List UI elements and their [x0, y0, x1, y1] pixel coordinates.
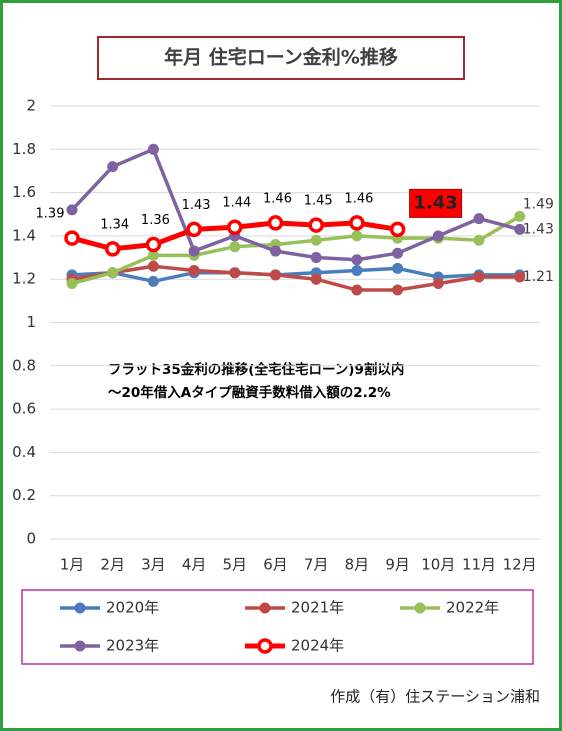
point	[145, 236, 162, 253]
chart-title: 年月 住宅ローン金利%推移	[164, 46, 398, 69]
point	[267, 215, 284, 231]
y-tick-label: 2	[26, 97, 36, 115]
legend-box	[21, 589, 534, 665]
point	[514, 271, 526, 283]
legend-marker	[74, 602, 86, 614]
point	[270, 245, 281, 257]
point	[188, 265, 200, 277]
point	[473, 234, 485, 246]
point	[351, 254, 363, 266]
point	[473, 213, 485, 225]
y-tick-label: 1.8	[12, 140, 36, 158]
point	[270, 269, 281, 281]
point	[349, 215, 365, 231]
point	[147, 143, 159, 155]
data-label: 1.46	[263, 191, 292, 206]
point	[473, 271, 485, 283]
legend-label: 2021年	[291, 599, 344, 617]
legend-marker	[74, 640, 86, 652]
legend-label: 2023年	[106, 637, 159, 655]
data-label: 1.43	[523, 221, 554, 237]
data-label: 1.34	[100, 217, 129, 232]
point	[186, 221, 202, 238]
point	[147, 260, 159, 272]
point	[66, 204, 78, 216]
legend-label: 2020年	[106, 599, 159, 617]
x-tick-label: 3月	[141, 556, 166, 574]
point	[310, 252, 322, 264]
point	[351, 284, 363, 296]
series-line	[71, 214, 521, 286]
credit: 作成（有）住ステーション浦和	[330, 688, 540, 706]
point	[64, 230, 80, 246]
legend-label: 2024年	[291, 637, 344, 655]
highlight-box	[409, 188, 463, 218]
x-tick-label: 12月	[503, 556, 537, 574]
x-tick-label: 1月	[60, 556, 85, 574]
point	[104, 241, 121, 257]
point	[229, 241, 241, 253]
point	[310, 273, 322, 285]
x-tick-label: 7月	[304, 556, 329, 574]
y-tick-label: 1	[26, 313, 36, 331]
x-tick-label: 5月	[223, 556, 248, 574]
point	[351, 265, 363, 277]
y-tick-label: 0	[26, 530, 36, 548]
series-line	[70, 146, 521, 262]
point	[188, 245, 200, 257]
series-line	[71, 266, 520, 284]
point	[147, 275, 159, 287]
x-tick-label: 8月	[345, 556, 370, 574]
legend-marker	[257, 638, 273, 654]
point	[514, 223, 526, 235]
x-tick-label: 11月	[462, 556, 496, 574]
y-tick-label: 0.8	[12, 356, 36, 374]
y-tick-label: 0.6	[12, 400, 36, 418]
data-label: 1.43	[182, 198, 211, 213]
series-line	[71, 264, 520, 292]
point	[227, 219, 243, 235]
x-tick-label: 6月	[263, 556, 288, 574]
point	[107, 267, 119, 279]
y-tick-label: 1.4	[12, 226, 36, 244]
point	[229, 267, 241, 279]
y-tick-label: 1.6	[12, 183, 36, 201]
point	[351, 230, 363, 242]
point	[432, 230, 444, 242]
point	[310, 234, 322, 246]
point	[432, 278, 444, 290]
data-label: 1.45	[304, 194, 333, 209]
legend-label: 2022年	[446, 599, 499, 617]
x-tick-label: 10月	[421, 556, 455, 574]
point	[308, 217, 324, 233]
data-label: 1.36	[141, 213, 170, 228]
point	[66, 278, 78, 290]
point	[392, 262, 404, 274]
data-label: 1.43	[413, 192, 457, 213]
data-label: 1.46	[344, 191, 373, 206]
annotation: フラット35金利の推移(全宅住宅ローン)9割以内	[108, 361, 404, 378]
point	[392, 247, 404, 259]
y-tick-label: 0.2	[12, 486, 36, 504]
y-tick-label: 0.4	[12, 443, 36, 461]
data-label: 1.21	[523, 269, 554, 285]
title-box	[97, 36, 465, 80]
y-tick-label: 1.2	[12, 270, 36, 288]
annotation: ～20年借入Aタイプ融資手数料借入額の2.2%	[108, 384, 391, 401]
point	[389, 221, 406, 238]
legend-marker	[259, 602, 271, 614]
x-tick-label: 2月	[100, 556, 125, 574]
data-label: 1.44	[222, 196, 251, 211]
x-tick-label: 9月	[385, 556, 410, 574]
point	[107, 161, 119, 173]
legend-marker	[414, 602, 426, 614]
data-label: 1.39	[36, 207, 65, 222]
x-tick-label: 4月	[182, 556, 207, 574]
data-label: 1.49	[523, 196, 554, 212]
point	[514, 210, 526, 222]
point	[392, 284, 404, 296]
